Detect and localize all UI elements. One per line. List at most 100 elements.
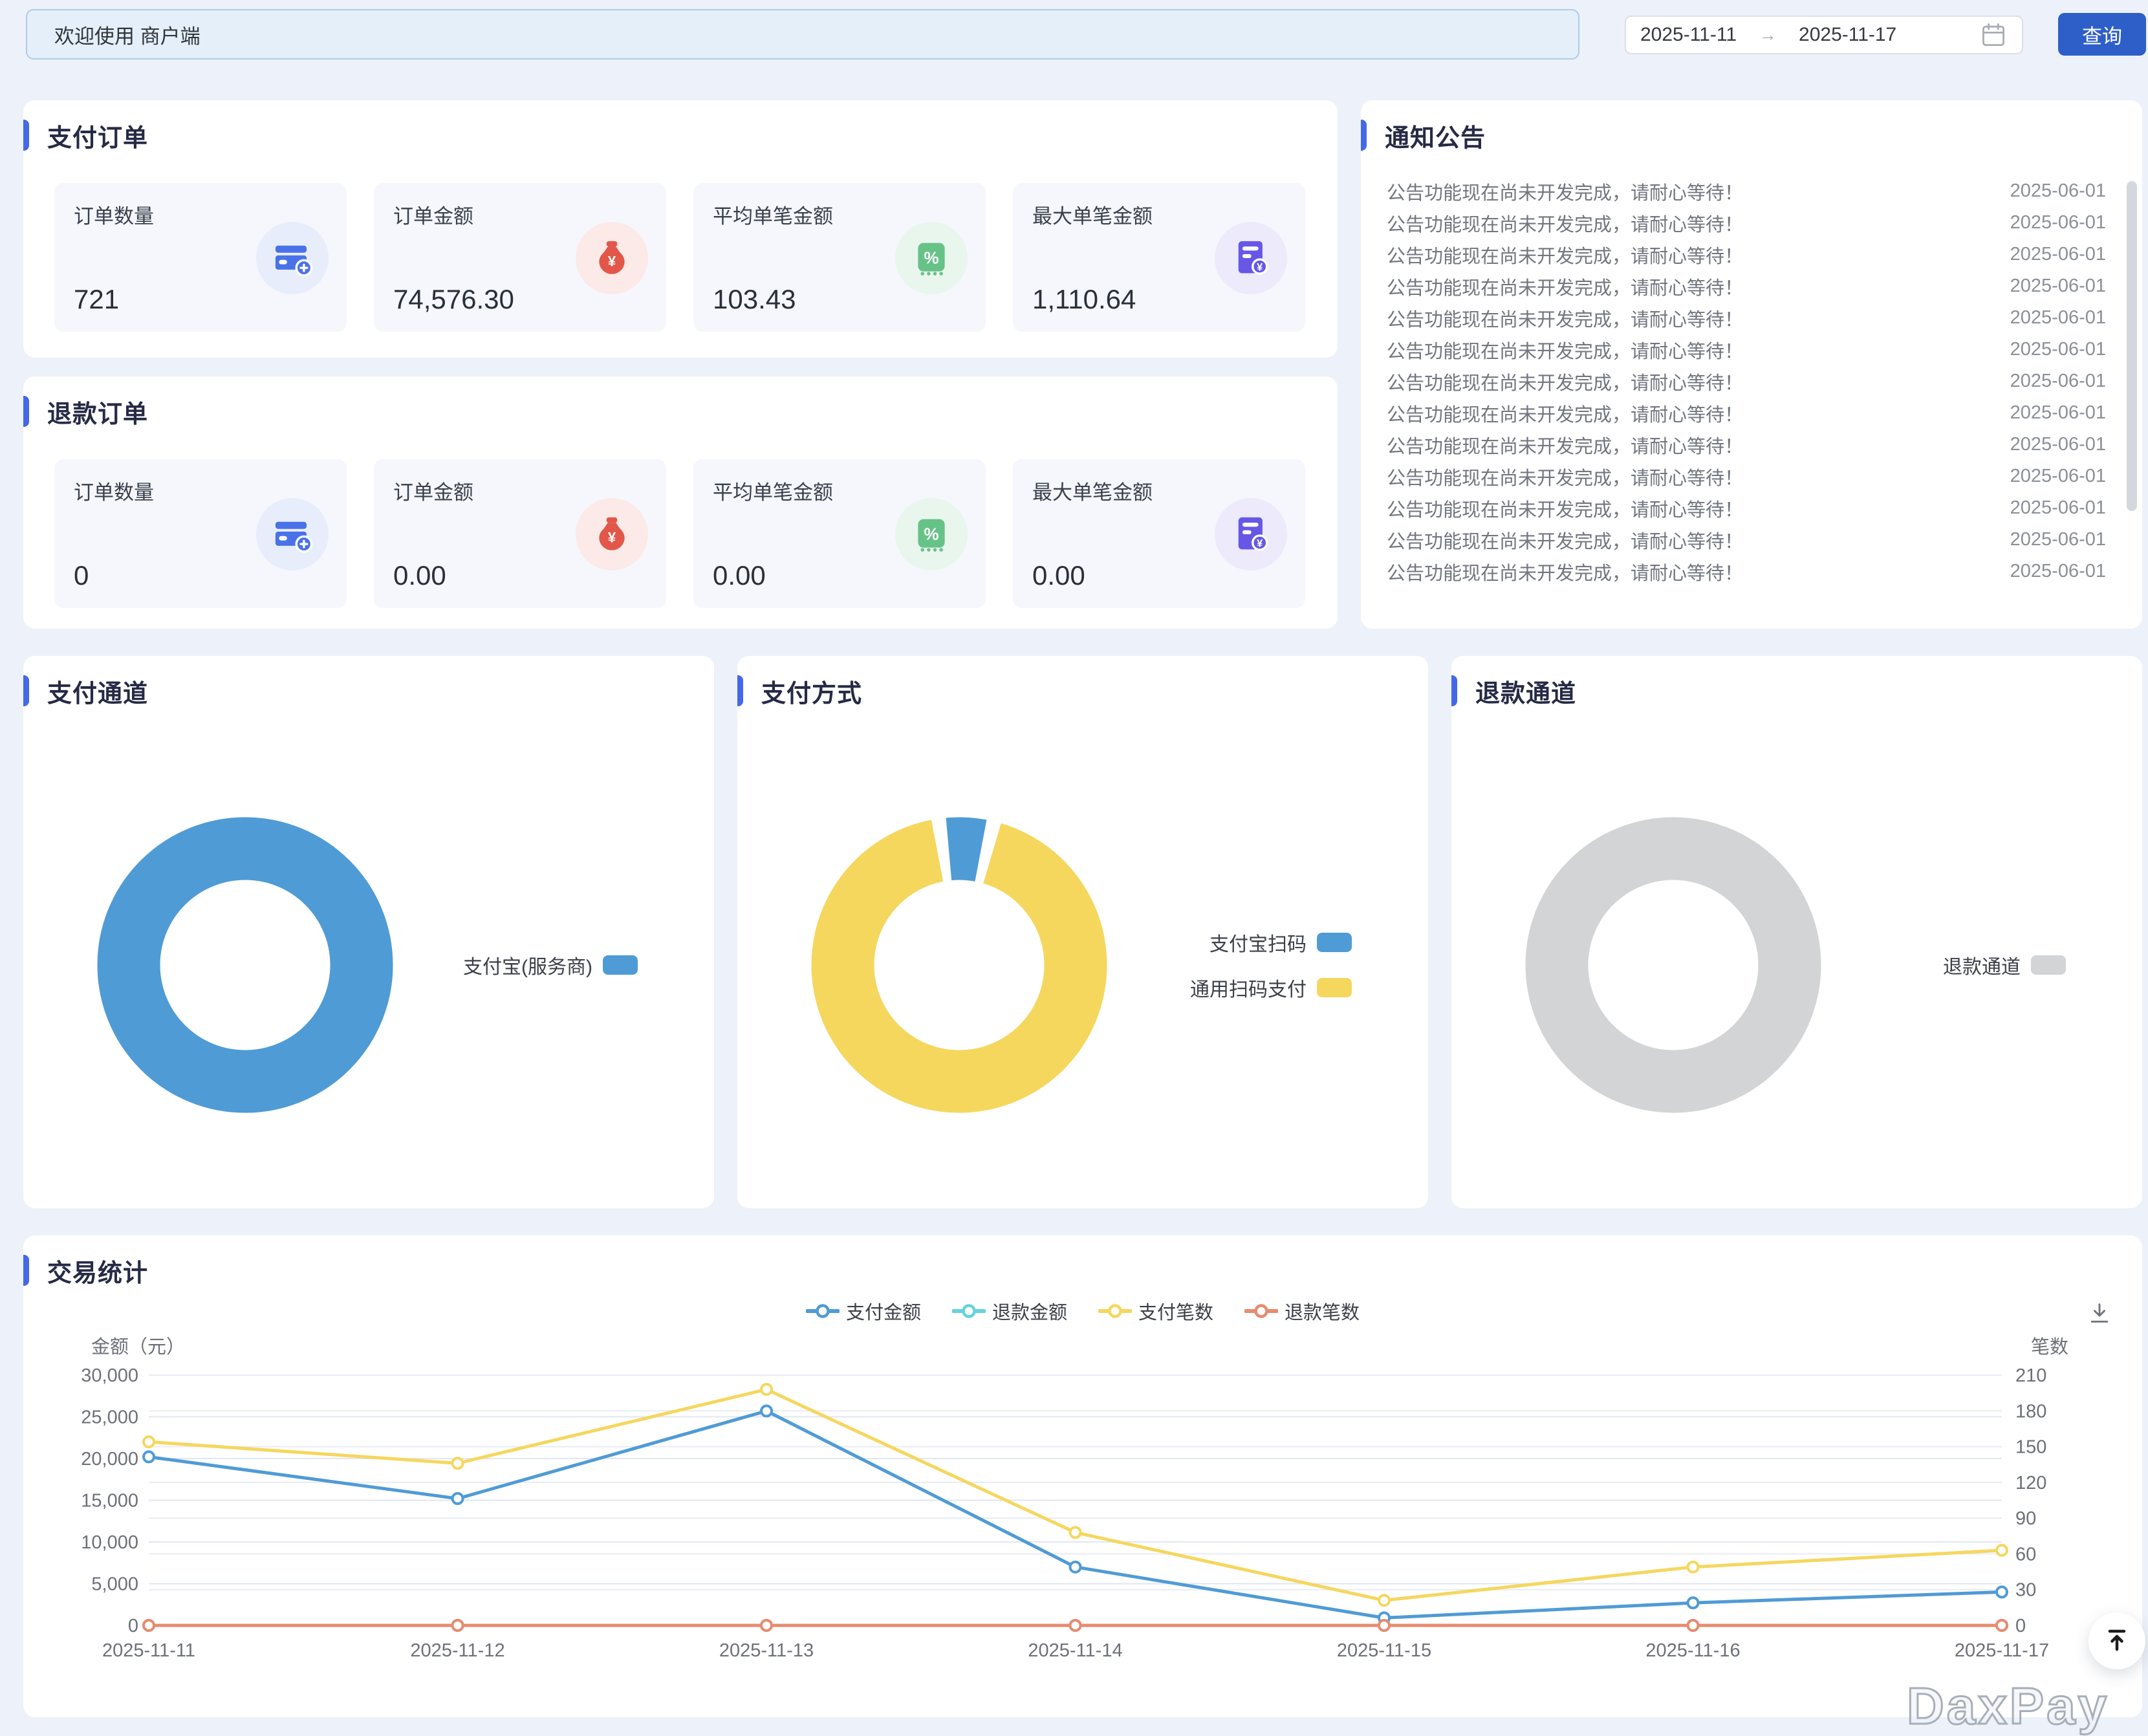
refund-channel-panel: 退款通道 退款通道 xyxy=(1451,656,2142,1208)
stat-card: 平均单笔金额 0.00 % xyxy=(693,459,986,608)
money-bag-icon: ¥ xyxy=(576,498,648,570)
card-plus-icon xyxy=(256,498,329,570)
refund-channel-title: 退款通道 xyxy=(1475,673,1576,709)
svg-text:0: 0 xyxy=(2015,1616,2026,1636)
stat-card: 最大单笔金额 0.00 ¥ xyxy=(1013,459,1305,608)
donut-ring[interactable] xyxy=(804,810,1114,1120)
notice-date: 2025-06-01 xyxy=(2010,561,2106,582)
query-button[interactable]: 查询 xyxy=(2058,13,2146,56)
stat-card: 订单数量 721 xyxy=(54,183,347,332)
svg-text:5,000: 5,000 xyxy=(91,1574,138,1595)
stat-card: 最大单笔金额 1,110.64 ¥ xyxy=(1013,183,1305,332)
end-date-input[interactable]: 2025-11-17 xyxy=(1799,24,1896,46)
notice-row[interactable]: 公告功能现在尚未开发完成，请耐心等待！ 2025-06-01 xyxy=(1387,175,2106,207)
svg-text:¥: ¥ xyxy=(608,529,616,545)
notice-text: 公告功能现在尚未开发完成，请耐心等待！ xyxy=(1387,368,1743,395)
stat-value: 103.43 xyxy=(713,284,796,315)
legend-swatch xyxy=(603,955,638,975)
section-accent-bar xyxy=(737,675,743,706)
legend-label: 通用扫码支付 xyxy=(1190,973,1307,1002)
legend-item[interactable]: 支付宝(服务商) xyxy=(463,951,638,979)
notice-text: 公告功能现在尚未开发完成，请耐心等待！ xyxy=(1387,241,1743,268)
stat-card: 订单数量 0 xyxy=(54,459,347,608)
stat-value: 721 xyxy=(74,284,119,315)
section-accent-bar xyxy=(23,675,29,706)
notice-date: 2025-06-01 xyxy=(2010,497,2106,519)
stat-card: 订单金额 74,576.30 ¥ xyxy=(374,183,666,332)
date-range-picker[interactable]: 2025-11-11 → 2025-11-17 xyxy=(1625,16,2023,54)
notice-date: 2025-06-01 xyxy=(2010,466,2106,487)
svg-text:10,000: 10,000 xyxy=(81,1532,138,1553)
notice-text: 公告功能现在尚未开发完成，请耐心等待！ xyxy=(1387,210,1743,237)
notice-date: 2025-06-01 xyxy=(2010,276,2106,297)
calendar-icon[interactable] xyxy=(1979,21,2008,49)
svg-text:180: 180 xyxy=(2015,1401,2046,1422)
notice-text: 公告功能现在尚未开发完成，请耐心等待！ xyxy=(1387,558,1743,585)
donut-legend: 支付宝(服务商) xyxy=(463,951,638,979)
svg-text:2025-11-12: 2025-11-12 xyxy=(410,1640,504,1661)
svg-text:2025-11-13: 2025-11-13 xyxy=(719,1640,814,1661)
percent-ticket-icon: % xyxy=(895,498,968,570)
notice-row[interactable]: 公告功能现在尚未开发完成，请耐心等待！ 2025-06-01 xyxy=(1387,207,2106,239)
notice-row[interactable]: 公告功能现在尚未开发完成，请耐心等待！ 2025-06-01 xyxy=(1387,302,2106,334)
refund-orders-title: 退款订单 xyxy=(47,394,148,429)
svg-text:30,000: 30,000 xyxy=(81,1365,138,1386)
notice-row[interactable]: 公告功能现在尚未开发完成，请耐心等待！ 2025-06-01 xyxy=(1387,492,2106,524)
notice-scrollbar[interactable] xyxy=(2127,181,2137,511)
svg-text:30: 30 xyxy=(2015,1580,2036,1601)
notice-date: 2025-06-01 xyxy=(2010,307,2106,329)
notice-text: 公告功能现在尚未开发完成，请耐心等待！ xyxy=(1387,400,1743,427)
legend-label: 支付宝扫码 xyxy=(1210,928,1307,957)
svg-text:90: 90 xyxy=(2015,1508,2036,1529)
section-accent-bar xyxy=(23,396,29,427)
svg-text:210: 210 xyxy=(2015,1365,2046,1386)
donut-legend: 退款通道 xyxy=(1943,951,2066,979)
stat-card: 平均单笔金额 103.43 % xyxy=(693,183,986,332)
notice-row[interactable]: 公告功能现在尚未开发完成，请耐心等待！ 2025-06-01 xyxy=(1387,239,2106,270)
transactions-line-chart[interactable]: 金额（元）笔数05,00010,00015,00020,00025,00030,… xyxy=(23,1235,2142,1717)
notice-date: 2025-06-01 xyxy=(2010,339,2106,360)
back-to-top-button[interactable] xyxy=(2088,1612,2145,1669)
notice-row[interactable]: 公告功能现在尚未开发完成，请耐心等待！ 2025-06-01 xyxy=(1387,429,2106,461)
percent-ticket-icon: % xyxy=(895,222,968,294)
payment-orders-cards: 订单数量 721 订单金额 74,576.30 ¥平均单笔金额 103.43 %… xyxy=(54,183,1305,332)
donut-ring[interactable] xyxy=(90,810,400,1120)
donut-ring[interactable] xyxy=(1518,810,1828,1120)
notice-text: 公告功能现在尚未开发完成，请耐心等待！ xyxy=(1387,273,1743,300)
donut-legend: 支付宝扫码 通用扫码支付 xyxy=(1190,928,1352,1002)
notice-row[interactable]: 公告功能现在尚未开发完成，请耐心等待！ 2025-06-01 xyxy=(1387,461,2106,492)
notice-date: 2025-06-01 xyxy=(2010,180,2106,202)
stat-value: 74,576.30 xyxy=(393,284,514,315)
notice-row[interactable]: 公告功能现在尚未开发完成，请耐心等待！ 2025-06-01 xyxy=(1387,397,2106,429)
notice-date: 2025-06-01 xyxy=(2010,212,2106,233)
svg-text:120: 120 xyxy=(2015,1473,2046,1493)
svg-text:¥: ¥ xyxy=(608,253,616,269)
start-date-input[interactable]: 2025-11-11 xyxy=(1640,24,1737,46)
notice-text: 公告功能现在尚未开发完成，请耐心等待！ xyxy=(1387,495,1743,522)
svg-text:20,000: 20,000 xyxy=(81,1449,138,1470)
daxpay-watermark: DaxPay xyxy=(1907,1676,2109,1736)
legend-item[interactable]: 通用扫码支付 xyxy=(1190,973,1352,1002)
date-range-arrow-icon: → xyxy=(1759,25,1777,45)
svg-text:金额（元）: 金额（元） xyxy=(91,1336,185,1358)
svg-text:%: % xyxy=(924,248,938,267)
notice-row[interactable]: 公告功能现在尚未开发完成，请耐心等待！ 2025-06-01 xyxy=(1387,270,2106,302)
payment-orders-title: 支付订单 xyxy=(47,118,148,153)
stat-value: 0.00 xyxy=(713,560,766,591)
notice-text: 公告功能现在尚未开发完成，请耐心等待！ xyxy=(1387,178,1743,205)
stat-card: 订单金额 0.00 ¥ xyxy=(374,459,666,608)
svg-text:0: 0 xyxy=(128,1616,138,1636)
notice-row[interactable]: 公告功能现在尚未开发完成，请耐心等待！ 2025-06-01 xyxy=(1387,365,2106,397)
notice-row[interactable]: 公告功能现在尚未开发完成，请耐心等待！ 2025-06-01 xyxy=(1387,556,2106,587)
notice-row[interactable]: 公告功能现在尚未开发完成，请耐心等待！ 2025-06-01 xyxy=(1387,524,2106,556)
stat-value: 0 xyxy=(74,560,89,591)
svg-text:15,000: 15,000 xyxy=(81,1491,138,1512)
legend-swatch xyxy=(2031,955,2066,975)
legend-item[interactable]: 支付宝扫码 xyxy=(1190,928,1352,957)
notice-date: 2025-06-01 xyxy=(2010,434,2106,455)
legend-item[interactable]: 退款通道 xyxy=(1943,951,2066,979)
svg-text:2025-11-16: 2025-11-16 xyxy=(1645,1640,1740,1661)
card-plus-icon xyxy=(256,222,329,294)
notice-row[interactable]: 公告功能现在尚未开发完成，请耐心等待！ 2025-06-01 xyxy=(1387,334,2106,365)
stat-value: 0.00 xyxy=(393,560,446,591)
